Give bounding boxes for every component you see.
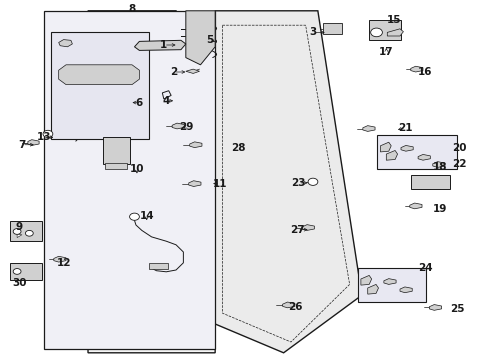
Polygon shape	[54, 256, 66, 262]
Polygon shape	[185, 69, 199, 73]
Bar	[105, 163, 127, 169]
Polygon shape	[428, 305, 441, 310]
Polygon shape	[88, 11, 215, 353]
Polygon shape	[59, 40, 72, 47]
Text: 24: 24	[417, 263, 432, 273]
Bar	[10, 263, 41, 280]
Circle shape	[370, 28, 382, 37]
Text: 14: 14	[139, 211, 154, 221]
Bar	[51, 32, 149, 139]
Text: 20: 20	[451, 143, 466, 153]
Polygon shape	[185, 11, 215, 65]
Text: 18: 18	[432, 162, 447, 172]
Circle shape	[43, 130, 53, 138]
Text: 11: 11	[212, 179, 227, 189]
Circle shape	[13, 229, 21, 234]
Polygon shape	[360, 275, 371, 285]
Polygon shape	[302, 225, 314, 230]
Text: 6: 6	[136, 98, 142, 108]
Text: 15: 15	[386, 15, 400, 25]
Bar	[376, 135, 456, 169]
Text: 8: 8	[128, 4, 135, 14]
Bar	[149, 263, 167, 269]
Polygon shape	[380, 142, 390, 152]
Circle shape	[129, 213, 139, 220]
Bar	[357, 268, 426, 302]
Bar	[102, 137, 129, 164]
Circle shape	[25, 230, 33, 236]
Text: 30: 30	[12, 278, 27, 288]
Text: 17: 17	[378, 47, 393, 57]
Text: 28: 28	[231, 143, 245, 153]
Polygon shape	[400, 145, 412, 151]
Polygon shape	[386, 150, 397, 160]
Text: 29: 29	[179, 122, 194, 132]
Text: 3: 3	[309, 27, 316, 37]
Polygon shape	[59, 65, 139, 85]
Polygon shape	[386, 29, 403, 36]
Circle shape	[13, 269, 21, 274]
Polygon shape	[215, 11, 361, 353]
Bar	[410, 175, 449, 189]
Polygon shape	[188, 181, 201, 186]
Bar	[368, 20, 400, 40]
Text: 13: 13	[37, 132, 51, 142]
Bar	[322, 23, 342, 34]
Text: 21: 21	[398, 123, 412, 133]
Polygon shape	[189, 142, 202, 148]
Polygon shape	[134, 40, 185, 50]
Text: 7: 7	[18, 140, 26, 150]
Bar	[44, 11, 215, 349]
Text: 9: 9	[16, 222, 23, 232]
Polygon shape	[399, 287, 411, 293]
Polygon shape	[432, 162, 444, 167]
Text: 25: 25	[449, 304, 464, 314]
Polygon shape	[17, 235, 22, 238]
Polygon shape	[417, 154, 429, 160]
Polygon shape	[367, 284, 378, 294]
Text: 27: 27	[289, 225, 304, 235]
Text: 12: 12	[56, 258, 71, 268]
Text: 22: 22	[451, 159, 466, 169]
Circle shape	[307, 178, 317, 185]
Polygon shape	[172, 123, 184, 129]
Polygon shape	[409, 203, 421, 209]
Polygon shape	[383, 279, 395, 284]
Text: 4: 4	[162, 96, 170, 106]
Text: 1: 1	[160, 40, 167, 50]
Text: 2: 2	[170, 67, 177, 77]
Polygon shape	[362, 126, 374, 131]
Polygon shape	[28, 140, 39, 145]
Text: 10: 10	[129, 164, 144, 174]
Text: 23: 23	[290, 178, 305, 188]
Polygon shape	[410, 66, 422, 72]
Text: 5: 5	[206, 35, 213, 45]
Bar	[10, 221, 41, 241]
Text: 16: 16	[417, 67, 432, 77]
Text: 19: 19	[432, 204, 447, 214]
Text: 26: 26	[288, 302, 303, 312]
Polygon shape	[282, 302, 294, 308]
